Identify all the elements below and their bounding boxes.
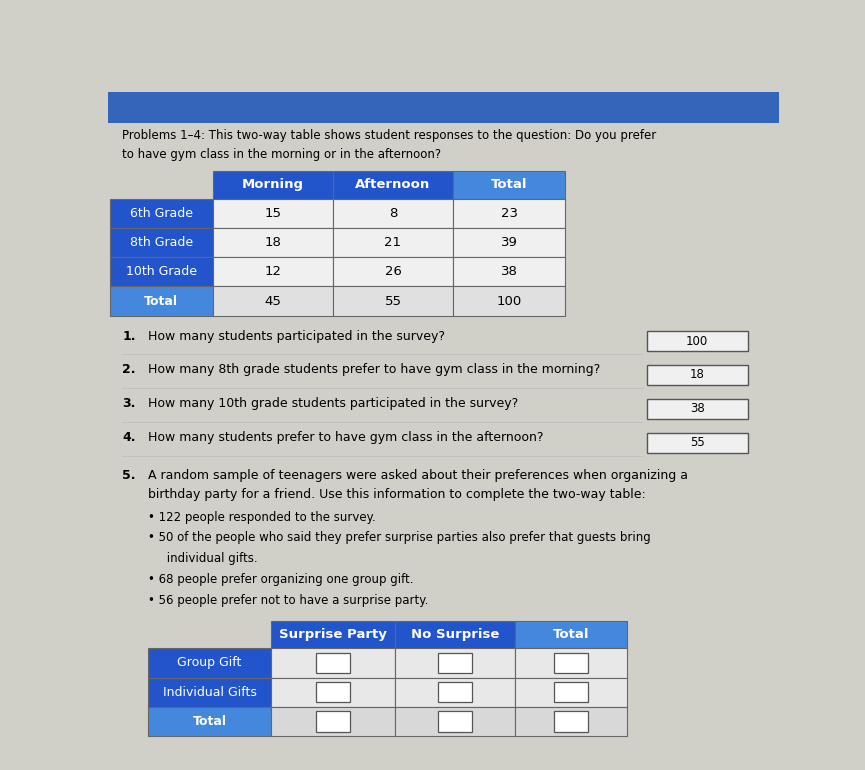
Text: Individual Gifts: Individual Gifts [163, 686, 257, 698]
FancyBboxPatch shape [333, 199, 453, 228]
FancyBboxPatch shape [213, 228, 333, 257]
Text: 8: 8 [388, 207, 397, 219]
Text: How many students prefer to have gym class in the afternoon?: How many students prefer to have gym cla… [149, 431, 544, 444]
Text: 2.: 2. [122, 363, 136, 377]
FancyBboxPatch shape [515, 648, 627, 678]
Text: 4.: 4. [122, 431, 136, 444]
FancyBboxPatch shape [515, 678, 627, 707]
FancyBboxPatch shape [438, 653, 472, 673]
FancyBboxPatch shape [110, 228, 213, 257]
Text: • 122 people responded to the survey.: • 122 people responded to the survey. [149, 511, 376, 524]
Text: 45: 45 [265, 295, 281, 307]
FancyBboxPatch shape [271, 678, 395, 707]
FancyBboxPatch shape [647, 331, 747, 351]
FancyBboxPatch shape [647, 433, 747, 453]
FancyBboxPatch shape [316, 653, 350, 673]
Text: 8th Grade: 8th Grade [130, 236, 193, 249]
FancyBboxPatch shape [271, 648, 395, 678]
Text: 26: 26 [385, 266, 401, 278]
FancyBboxPatch shape [149, 648, 271, 678]
FancyBboxPatch shape [333, 286, 453, 316]
FancyBboxPatch shape [395, 678, 515, 707]
FancyBboxPatch shape [110, 199, 213, 228]
FancyBboxPatch shape [316, 711, 350, 732]
Text: 38: 38 [501, 266, 517, 278]
Text: 12: 12 [265, 266, 281, 278]
Text: 5.: 5. [122, 469, 136, 482]
Text: How many students participated in the survey?: How many students participated in the su… [149, 330, 445, 343]
FancyBboxPatch shape [395, 621, 515, 648]
FancyBboxPatch shape [333, 171, 453, 199]
Text: No Surprise: No Surprise [411, 628, 499, 641]
FancyBboxPatch shape [110, 286, 213, 316]
FancyBboxPatch shape [110, 257, 213, 286]
FancyBboxPatch shape [453, 171, 566, 199]
Text: 38: 38 [689, 403, 704, 415]
FancyBboxPatch shape [271, 707, 395, 736]
FancyBboxPatch shape [333, 228, 453, 257]
FancyBboxPatch shape [213, 171, 333, 199]
Text: 18: 18 [689, 369, 705, 381]
Text: Total: Total [193, 715, 227, 728]
Text: A random sample of teenagers were asked about their preferences when organizing : A random sample of teenagers were asked … [149, 469, 689, 482]
FancyBboxPatch shape [453, 199, 566, 228]
FancyBboxPatch shape [438, 711, 472, 732]
FancyBboxPatch shape [108, 92, 778, 123]
Text: to have gym class in the morning or in the afternoon?: to have gym class in the morning or in t… [122, 148, 441, 161]
Text: 10th Grade: 10th Grade [125, 266, 196, 278]
FancyBboxPatch shape [515, 621, 627, 648]
FancyBboxPatch shape [554, 653, 588, 673]
Text: How many 10th grade students participated in the survey?: How many 10th grade students participate… [149, 397, 519, 410]
Text: 15: 15 [265, 207, 281, 219]
Text: • 56 people prefer not to have a surprise party.: • 56 people prefer not to have a surpris… [149, 594, 429, 607]
Text: birthday party for a friend. Use this information to complete the two-way table:: birthday party for a friend. Use this in… [149, 488, 646, 501]
FancyBboxPatch shape [395, 707, 515, 736]
FancyBboxPatch shape [316, 682, 350, 702]
Text: How many 8th grade students prefer to have gym class in the morning?: How many 8th grade students prefer to ha… [149, 363, 600, 377]
Text: Total: Total [491, 179, 528, 191]
Text: 55: 55 [689, 437, 704, 449]
Text: 6th Grade: 6th Grade [130, 207, 193, 219]
FancyBboxPatch shape [438, 682, 472, 702]
Text: Surprise Party: Surprise Party [279, 628, 387, 641]
FancyBboxPatch shape [213, 257, 333, 286]
FancyBboxPatch shape [647, 399, 747, 419]
Text: • 68 people prefer organizing one group gift.: • 68 people prefer organizing one group … [149, 573, 414, 586]
Text: 23: 23 [501, 207, 517, 219]
FancyBboxPatch shape [213, 199, 333, 228]
Text: Group Gift: Group Gift [177, 657, 242, 669]
FancyBboxPatch shape [453, 257, 566, 286]
FancyBboxPatch shape [333, 257, 453, 286]
Text: Morning: Morning [242, 179, 304, 191]
FancyBboxPatch shape [149, 678, 271, 707]
Text: 55: 55 [384, 295, 401, 307]
FancyBboxPatch shape [453, 228, 566, 257]
Text: Afternoon: Afternoon [356, 179, 431, 191]
FancyBboxPatch shape [554, 711, 588, 732]
Text: 21: 21 [384, 236, 401, 249]
FancyBboxPatch shape [149, 707, 271, 736]
Text: individual gifts.: individual gifts. [149, 552, 258, 565]
Text: 18: 18 [265, 236, 281, 249]
FancyBboxPatch shape [453, 286, 566, 316]
Text: 1.: 1. [122, 330, 136, 343]
FancyBboxPatch shape [554, 682, 588, 702]
Text: • 50 of the people who said they prefer surprise parties also prefer that guests: • 50 of the people who said they prefer … [149, 531, 651, 544]
Text: Total: Total [553, 628, 589, 641]
FancyBboxPatch shape [395, 648, 515, 678]
FancyBboxPatch shape [213, 286, 333, 316]
Text: 3.: 3. [122, 397, 136, 410]
Text: 39: 39 [501, 236, 517, 249]
FancyBboxPatch shape [515, 707, 627, 736]
Text: Total: Total [144, 295, 178, 307]
Text: Problems 1–4: This two-way table shows student responses to the question: Do you: Problems 1–4: This two-way table shows s… [122, 129, 657, 142]
FancyBboxPatch shape [647, 365, 747, 385]
Text: 100: 100 [497, 295, 522, 307]
Text: 100: 100 [686, 335, 708, 347]
FancyBboxPatch shape [271, 621, 395, 648]
